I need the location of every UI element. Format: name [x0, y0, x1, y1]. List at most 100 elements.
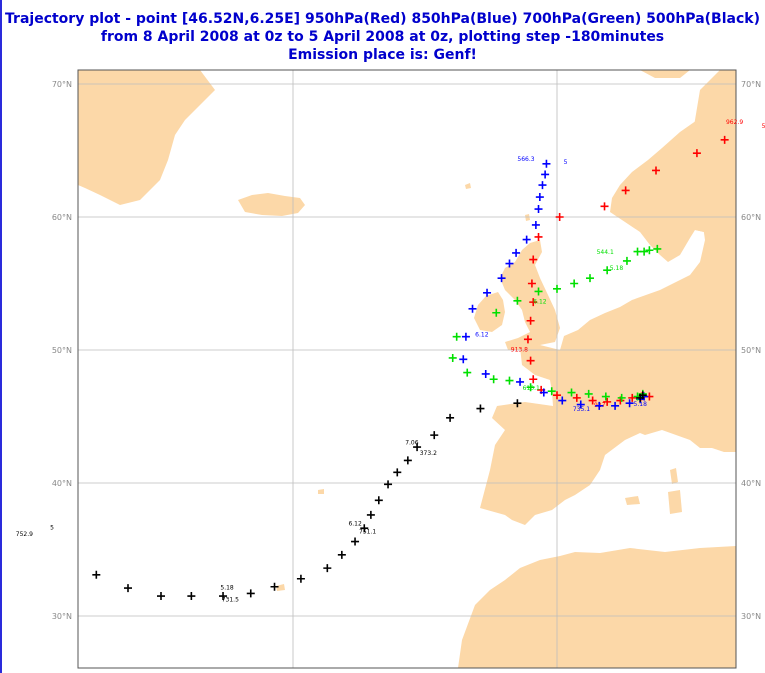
- title-line-2: from 8 April 2008 at 0z to 5 April 2008 …: [100, 29, 665, 45]
- lat-label-left-50: 50°N: [52, 346, 72, 355]
- lat-label-right-60: 60°N: [741, 213, 761, 222]
- land-great-britain: [500, 240, 560, 350]
- marker-700hPa-17: [526, 383, 535, 392]
- point-label-500hPa-6: 752.9: [16, 531, 33, 538]
- land-svalbard-edge: [640, 70, 690, 78]
- marker-500hPa-4: [446, 413, 455, 422]
- marker-500hPa-11: [366, 510, 375, 519]
- marker-700hPa-21: [601, 392, 610, 401]
- marker-700hPa-5: [603, 266, 612, 275]
- marker-700hPa-11: [492, 308, 501, 317]
- point-label-500hPa-0: 7.06: [405, 439, 419, 446]
- marker-950hPa-16: [553, 391, 561, 400]
- marker-950hPa-12: [523, 335, 532, 344]
- marker-500hPa-20: [187, 592, 196, 601]
- marker-850hPa-7: [512, 248, 521, 257]
- marker-700hPa-1: [645, 246, 654, 255]
- point-label-850hPa-4: 5.18: [634, 401, 648, 408]
- marker-850hPa-19: [595, 401, 604, 410]
- point-label-500hPa-1: 373.2: [420, 450, 437, 457]
- marker-500hPa-10: [374, 496, 383, 505]
- marker-950hPa-8: [529, 255, 538, 264]
- marker-700hPa-20: [584, 389, 593, 398]
- marker-500hPa-3: [476, 404, 485, 413]
- marker-500hPa-8: [393, 468, 402, 477]
- point-label-850hPa-3: 735.1: [573, 406, 590, 413]
- marker-700hPa-0: [653, 244, 662, 253]
- marker-500hPa-7: [403, 456, 412, 465]
- title-line-3: Emission place is: Genf!: [288, 47, 477, 63]
- marker-950hPa-4: [621, 186, 630, 195]
- marker-950hPa-2: [692, 149, 701, 158]
- marker-850hPa-16: [539, 388, 548, 397]
- lat-label-right-50: 50°N: [741, 346, 761, 355]
- point-label-850hPa-1: 5: [564, 159, 568, 166]
- marker-500hPa-22: [124, 584, 132, 593]
- lat-label-left-70: 70°N: [52, 80, 72, 89]
- window-edge: [0, 0, 2, 673]
- marker-700hPa-15: [489, 375, 498, 384]
- marker-850hPa-15: [516, 377, 525, 386]
- marker-700hPa-7: [570, 279, 579, 288]
- marker-850hPa-3: [535, 193, 544, 202]
- marker-500hPa-13: [351, 537, 360, 546]
- land-iberia-france-europe: [480, 70, 736, 525]
- point-label-700hPa-2: 6.12: [533, 298, 547, 305]
- marker-850hPa-12: [461, 332, 470, 341]
- point-label-700hPa-3: 610.1: [523, 385, 540, 392]
- marker-700hPa-18: [547, 387, 556, 396]
- marker-500hPa-23: [92, 570, 101, 579]
- marker-950hPa-13: [526, 356, 535, 365]
- landmasses: [78, 70, 736, 668]
- marker-500hPa-18: [246, 589, 255, 598]
- marker-500hPa-9: [384, 480, 393, 489]
- marker-500hPa-16: [296, 574, 305, 583]
- marker-950hPa-17: [572, 393, 581, 402]
- marker-850hPa-14: [481, 369, 490, 378]
- lat-label-right-40: 40°N: [741, 479, 761, 488]
- marker-850hPa-2: [538, 181, 547, 190]
- marker-500hPa-6: [413, 443, 422, 452]
- marker-850hPa-0: [542, 159, 551, 168]
- point-label-500hPa-2: 6.12: [348, 521, 362, 528]
- marker-850hPa-4: [534, 205, 543, 214]
- marker-700hPa-14: [463, 368, 472, 377]
- marker-500hPa-19: [219, 592, 228, 601]
- marker-500hPa-17: [270, 582, 279, 591]
- lat-label-left-30: 30°N: [52, 612, 72, 621]
- trajectory-700hPa: 544.1 5.18 6.12 610.1: [448, 244, 662, 402]
- point-label-950hPa-0: 962.9: [726, 119, 743, 126]
- point-label-500hPa-4: 5.18: [220, 584, 234, 591]
- marker-850hPa-13: [459, 355, 468, 364]
- point-label-950hPa-2: 913.8: [511, 346, 528, 353]
- map-title: Trajectory plot - point [46.52N,6.25E] 9…: [0, 10, 765, 64]
- marker-850hPa-18: [576, 400, 585, 409]
- land-north-africa: [458, 546, 736, 668]
- marker-950hPa-7: [534, 232, 543, 241]
- title-line-1: Trajectory plot - point [46.52N,6.25E] 9…: [5, 11, 760, 27]
- point-label-500hPa-5: 731.5: [222, 596, 239, 603]
- land-shetland: [525, 214, 530, 221]
- land-mallorca: [625, 496, 640, 505]
- lat-label-right-30: 30°N: [741, 612, 761, 621]
- land-sardinia: [668, 490, 682, 514]
- marker-950hPa-11: [526, 316, 535, 325]
- land-azores-1: [276, 584, 285, 591]
- point-label-500hPa-7: 5: [50, 525, 54, 532]
- land-madeira: [318, 489, 324, 494]
- marker-700hPa-6: [586, 274, 594, 283]
- marker-700hPa-4: [622, 256, 631, 265]
- point-label-950hPa-1: 5: [762, 123, 765, 130]
- point-label-700hPa-1: 5.18: [610, 265, 624, 272]
- marker-950hPa-21: [628, 393, 637, 402]
- marker-500hPa-12: [360, 524, 369, 533]
- marker-700hPa-3: [633, 247, 642, 256]
- point-label-850hPa-2: 6.12: [475, 332, 489, 339]
- marker-950hPa-3: [652, 166, 660, 175]
- marker-700hPa-9: [534, 287, 543, 296]
- land-iceland: [238, 193, 305, 216]
- marker-950hPa-6: [555, 213, 564, 221]
